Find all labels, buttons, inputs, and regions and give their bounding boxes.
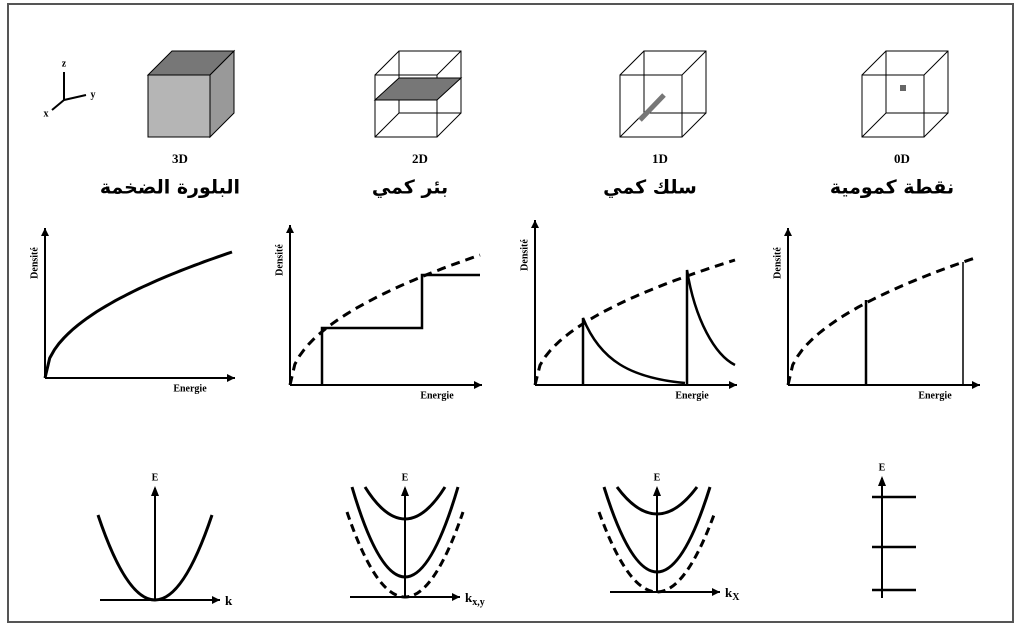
density-label: Densité: [274, 244, 285, 276]
structure-name: نقطة كمومية: [830, 177, 954, 199]
dimension-label: 1D: [652, 151, 668, 166]
structure-name: سلك كمي: [603, 177, 697, 199]
structure-name: البلورة الضخمة: [100, 177, 240, 199]
dimension-label: 2D: [412, 151, 428, 166]
energy-label: Energie: [675, 390, 709, 401]
dimension-label: 0D: [894, 151, 910, 166]
k-axis-label: k: [225, 593, 233, 608]
dimension-label: 3D: [172, 151, 188, 166]
density-label: Densité: [29, 247, 40, 279]
energy-label: Energie: [918, 390, 952, 401]
k-sub: x,y: [472, 597, 485, 608]
structure-name: بئر كمي: [372, 177, 448, 199]
axis-x: x: [44, 108, 49, 119]
energy-label: Energie: [420, 390, 454, 401]
quantum-dot: [900, 85, 906, 91]
axis-y: y: [91, 89, 96, 100]
energy-axis-label: E: [654, 472, 661, 483]
energy-axis-label: E: [152, 472, 159, 483]
cube-front: [148, 75, 210, 137]
density-label: Densité: [772, 247, 783, 279]
diagram: z y x 3D البلورة الضخمة Densité Energie Ek 2D…: [0, 0, 1018, 626]
energy-axis-label: E: [879, 462, 886, 473]
energy-axis-label: E: [402, 472, 409, 483]
energy-label: Energie: [173, 383, 207, 394]
axis-z: z: [62, 58, 67, 69]
k-sub: X: [732, 592, 740, 603]
density-label: Densité: [519, 239, 530, 271]
